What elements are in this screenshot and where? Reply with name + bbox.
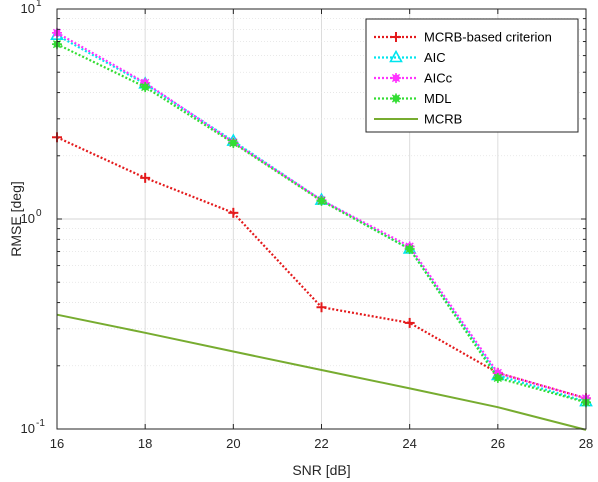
y-tick-label: 10	[21, 211, 35, 226]
marker-triangle	[389, 49, 403, 63]
legend-entry: MCRB	[374, 112, 462, 127]
legend-label: MDL	[424, 91, 451, 106]
x-tick-label: 22	[314, 436, 328, 451]
marker-star	[404, 243, 415, 254]
x-tick-label: 16	[50, 436, 64, 451]
x-tick-label: 26	[491, 436, 505, 451]
y-tick-exponent: 1	[36, 0, 42, 9]
legend-label: AIC	[424, 50, 446, 65]
marker-star	[492, 372, 503, 383]
legend: MCRB-based criterion AIC AICc MDL MCRB	[365, 18, 579, 133]
marker-star	[391, 93, 401, 104]
legend-box	[365, 18, 579, 133]
x-tick-label: 24	[402, 436, 416, 451]
legend-label: MCRB-based criterion	[424, 30, 552, 45]
legend-entry: AICc	[374, 71, 453, 86]
y-tick-label: 10	[21, 421, 35, 436]
series-line	[56, 313, 587, 431]
marker-star	[391, 73, 401, 83]
legend-label: MCRB	[424, 112, 462, 127]
y-axis-label: RMSE [deg]	[8, 181, 24, 256]
marker-star	[140, 82, 151, 93]
legend-entry: MDL	[374, 91, 451, 106]
legend-entry: AIC	[374, 49, 446, 65]
legend-label: AICc	[424, 71, 453, 86]
y-tick-label: 10	[21, 1, 35, 16]
y-tick-exponent: 0	[36, 208, 42, 219]
marker-plus	[316, 302, 327, 313]
marker-plus	[391, 32, 401, 42]
legend-entry: MCRB-based criterion	[374, 30, 552, 45]
x-tick-label: 20	[226, 436, 240, 451]
x-tick-label: 18	[138, 436, 152, 451]
series-mcrb	[56, 313, 587, 431]
marker-plus	[404, 317, 415, 328]
x-axis-label: SNR [dB]	[292, 462, 350, 478]
marker-star	[316, 195, 327, 206]
marker-star	[228, 138, 239, 149]
marker-plus	[228, 207, 239, 218]
marker-plus	[140, 172, 151, 183]
x-tick-label: 28	[579, 436, 593, 451]
y-tick-exponent: -1	[36, 418, 45, 429]
